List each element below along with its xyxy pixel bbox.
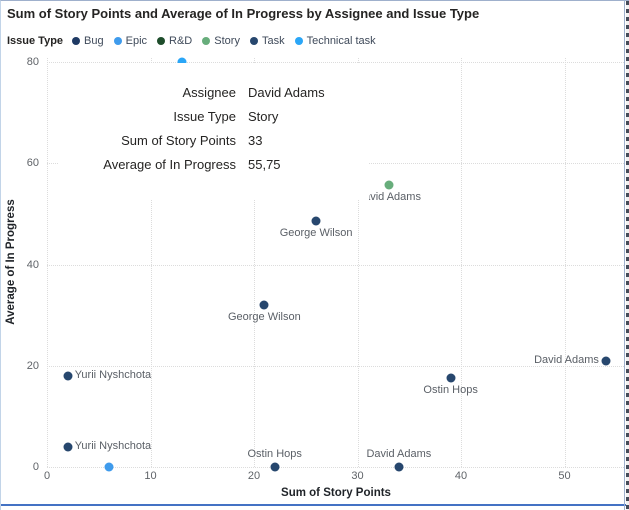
gridline-vertical bbox=[150, 58, 152, 467]
legend-color-dot-icon bbox=[157, 36, 166, 45]
legend-items: Bug Epic R&D Story Task Technical task bbox=[72, 35, 386, 47]
tooltip-field-value: David Adams bbox=[248, 84, 325, 100]
legend-color-dot-icon bbox=[249, 36, 258, 45]
y-axis-tick-label: 40 bbox=[26, 258, 39, 271]
gridline-vertical bbox=[564, 58, 566, 467]
legend-item-label: R&D bbox=[169, 34, 193, 47]
x-axis-tick-label: 0 bbox=[43, 470, 51, 482]
tooltip-field-value: Story bbox=[248, 108, 279, 124]
window-resize-edge[interactable] bbox=[626, 1, 629, 510]
y-axis-tick-label: 20 bbox=[26, 359, 39, 372]
tooltip-field-label: Sum of Story Points bbox=[121, 132, 236, 148]
data-point-label: Yurii Nyshchota bbox=[74, 440, 152, 453]
gridline-horizontal bbox=[47, 264, 624, 266]
tooltip-field-label: Issue Type bbox=[173, 108, 236, 124]
data-point-label: David Adams bbox=[534, 354, 599, 367]
x-axis-tick-label: 50 bbox=[558, 470, 571, 482]
x-axis-tick-label: 30 bbox=[351, 470, 364, 482]
legend-item-label: Bug bbox=[84, 34, 104, 47]
legend-color-dot-icon bbox=[72, 36, 81, 45]
legend-item-label: Task bbox=[261, 34, 285, 47]
tooltip-field-label: Assignee bbox=[182, 84, 236, 100]
data-point[interactable] bbox=[104, 462, 114, 472]
y-axis-tick-label: 0 bbox=[32, 461, 39, 473]
data-point-label: George Wilson bbox=[227, 311, 301, 323]
data-point-label: Ostin Hops bbox=[423, 384, 478, 397]
data-point-label: Yurii Nyshchota bbox=[74, 369, 152, 382]
tooltip-field-value: 33 bbox=[248, 132, 263, 148]
gridline-vertical bbox=[357, 58, 359, 467]
gridline-horizontal bbox=[47, 467, 624, 468]
legend-item-label: Epic bbox=[125, 34, 148, 47]
data-point[interactable] bbox=[446, 373, 456, 383]
tooltip-row: Issue Type Story bbox=[59, 104, 369, 128]
legend-title: Issue Type bbox=[7, 34, 64, 47]
data-point-tooltip: Assignee David Adams Issue Type Story Su… bbox=[59, 63, 369, 200]
tooltip-row: Assignee David Adams bbox=[59, 80, 369, 104]
legend-item-epic[interactable]: Epic bbox=[113, 34, 148, 47]
legend-color-dot-icon bbox=[294, 36, 303, 45]
x-axis-tick-label: 40 bbox=[454, 470, 468, 482]
gridline-horizontal bbox=[47, 62, 624, 63]
y-axis-tick-label: 60 bbox=[26, 157, 39, 170]
y-axis-tick-label: 80 bbox=[26, 56, 39, 68]
legend-item-story[interactable]: Story bbox=[202, 35, 240, 47]
data-point[interactable] bbox=[63, 442, 73, 452]
x-axis-title: Sum of Story Points bbox=[281, 487, 391, 499]
data-point[interactable] bbox=[601, 356, 611, 366]
data-point[interactable] bbox=[259, 300, 269, 310]
legend-color-dot-icon bbox=[113, 36, 122, 45]
legend-item-technical-task[interactable]: Technical task bbox=[294, 34, 376, 47]
legend-item-label: Technical task bbox=[306, 34, 376, 47]
chart-title: Sum of Story Points and Average of In Pr… bbox=[7, 6, 480, 21]
data-point[interactable] bbox=[311, 216, 321, 226]
legend-item-task[interactable]: Task bbox=[249, 34, 285, 47]
data-point[interactable] bbox=[177, 57, 187, 67]
legend-item-r-d[interactable]: R&D bbox=[157, 35, 192, 47]
x-axis-tick-label: 20 bbox=[247, 470, 261, 482]
x-axis-tick-label: 10 bbox=[144, 470, 157, 482]
data-point[interactable] bbox=[384, 180, 394, 190]
gridline-vertical bbox=[47, 58, 48, 467]
legend-item-bug[interactable]: Bug bbox=[72, 35, 104, 47]
legend: Issue Type Bug Epic R&D Story Task Technical … bbox=[7, 33, 386, 48]
data-point-label: David Adams bbox=[356, 190, 421, 203]
window-right-border bbox=[624, 1, 625, 510]
data-point-label: Ostin Hops bbox=[247, 448, 302, 460]
legend-color-dot-icon bbox=[202, 36, 211, 45]
legend-item-label: Story bbox=[214, 34, 240, 47]
tooltip-field-value: 55,75 bbox=[248, 156, 281, 172]
tooltip-row: Sum of Story Points 33 bbox=[59, 128, 369, 152]
data-point-label: George Wilson bbox=[279, 227, 353, 240]
gridline-horizontal bbox=[47, 365, 624, 367]
tooltip-field-label: Average of In Progress bbox=[103, 156, 236, 172]
gridline-vertical bbox=[461, 58, 462, 467]
window-bottom-border bbox=[1, 504, 629, 506]
tooltip-row: Average of In Progress 55,75 bbox=[59, 152, 369, 176]
data-point[interactable] bbox=[394, 462, 404, 472]
data-point[interactable] bbox=[63, 371, 73, 381]
gridline-vertical bbox=[254, 58, 255, 467]
y-axis-title: Average of In Progress bbox=[5, 199, 17, 325]
data-point[interactable] bbox=[270, 462, 280, 472]
data-point-label: David Adams bbox=[366, 448, 432, 460]
